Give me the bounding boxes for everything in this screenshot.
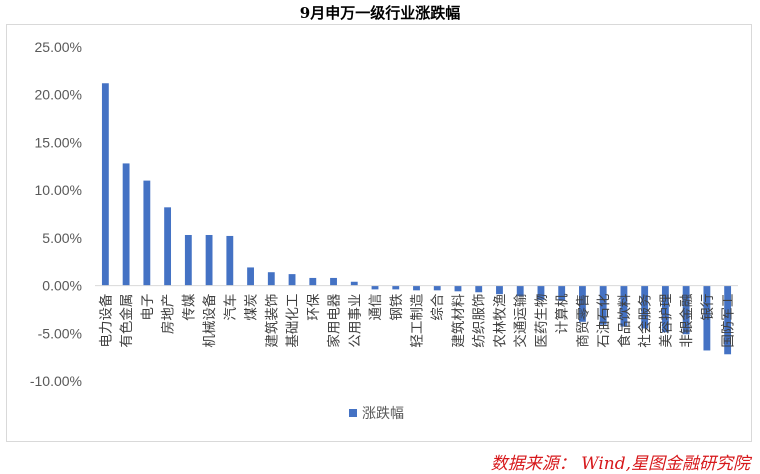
y-axis-ticks: -10.00% -5.00% 0.00% 5.00% 10.00% 15.00% 20.00…: [30, 39, 82, 389]
bar: [330, 277, 337, 286]
y-tick-label: 0.00%: [42, 278, 82, 294]
bar: [558, 285, 566, 301]
bar: [620, 285, 628, 327]
bar: [661, 285, 669, 333]
legend-label: 涨跌幅: [362, 406, 404, 422]
bars: [101, 83, 732, 355]
bar: [433, 285, 441, 291]
x-axis-labels: 电力设备 有色金属 电子 房地产 传媒 机械设备 汽车 煤炭 建筑装饰 基础化工 环保 家用电器 公用事…: [97, 293, 736, 347]
bar: [579, 285, 586, 322]
x-tick-label: 计算机: [555, 293, 571, 334]
x-tick-label: 综合: [430, 293, 446, 320]
x-tick-label: 煤炭: [244, 294, 260, 321]
bar: [703, 285, 711, 351]
x-tick-label: 纺织服饰: [472, 294, 488, 348]
bar: [247, 267, 254, 286]
y-tick-label: 15.00%: [35, 134, 82, 150]
legend-swatch: [349, 409, 357, 417]
bar: [599, 285, 607, 325]
x-tick-label: 食品饮料: [616, 293, 633, 347]
x-tick-label: 农林牧渔: [492, 294, 508, 348]
bar: [309, 277, 317, 286]
bar: [288, 274, 296, 286]
y-tick-label: 5.00%: [42, 230, 82, 246]
x-tick-label: 家用电器: [326, 293, 343, 347]
source-note: 数据来源： Wind,星图金融研究院: [490, 454, 750, 474]
bar: [392, 285, 400, 290]
bar: [226, 235, 234, 286]
x-tick-label: 环保: [306, 293, 322, 320]
x-tick-label: 电子: [140, 294, 156, 321]
x-tick-label: 基础化工: [284, 294, 301, 348]
bar: [413, 285, 420, 291]
bar: [682, 285, 690, 335]
bar: [350, 281, 358, 286]
chart-title: 9月申万一级行业涨跌幅: [299, 4, 461, 22]
bar: [454, 285, 462, 292]
bar: [184, 234, 192, 286]
bar: [164, 207, 172, 286]
x-tick-label: 医药生物: [534, 294, 550, 348]
x-tick-label: 商贸零售: [575, 294, 591, 348]
x-tick-label: 电力设备: [97, 293, 114, 347]
x-tick-label: 公用事业: [347, 294, 363, 348]
bar: [205, 234, 213, 286]
bar: [143, 180, 151, 286]
y-tick-label: -10.00%: [30, 373, 82, 389]
bar: [496, 285, 503, 295]
y-tick-label: -5.00%: [38, 325, 82, 341]
x-tick-label: 建筑材料: [451, 293, 467, 347]
y-tick-label: 10.00%: [35, 182, 82, 198]
x-tick-label: 银行: [700, 294, 716, 321]
x-tick-label: 房地产: [161, 294, 177, 335]
bar: [537, 285, 545, 300]
x-tick-label: 通信: [368, 294, 384, 321]
bar: [122, 163, 130, 286]
x-tick-label: 轻工制造: [410, 293, 426, 347]
y-tick-label: 25.00%: [35, 39, 82, 55]
x-tick-label: 社会服务: [638, 294, 654, 348]
x-tick-label: 机械设备: [201, 293, 218, 347]
legend: 涨跌幅: [349, 406, 404, 422]
x-tick-label: 建筑装饰: [264, 294, 280, 348]
x-tick-label: 钢铁: [389, 293, 405, 320]
bar: [516, 285, 524, 297]
bar: [371, 285, 379, 290]
x-tick-label: 交通运输: [512, 293, 529, 347]
x-tick-label: 国防军工: [721, 294, 737, 348]
bar: [724, 285, 732, 355]
x-tick-label: 汽车: [222, 294, 239, 321]
x-tick-label: 非银金融: [679, 293, 695, 347]
bar: [101, 83, 109, 286]
x-tick-label: 传媒: [181, 293, 197, 320]
x-tick-label: 有色金属: [118, 294, 135, 348]
x-tick-label: 美容护理: [657, 293, 674, 347]
bar: [641, 285, 649, 329]
x-tick-label: 石油石化: [596, 294, 612, 348]
y-tick-label: 20.00%: [35, 87, 82, 103]
bar: [475, 285, 483, 293]
chart-frame: [6, 24, 752, 442]
bar: [267, 272, 275, 286]
